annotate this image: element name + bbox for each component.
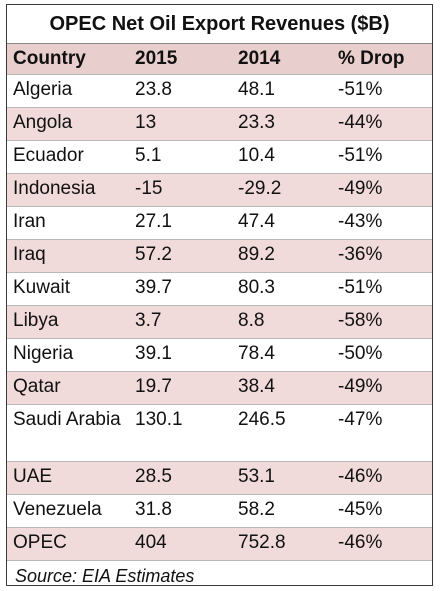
cell-2014: 23.3	[232, 107, 332, 141]
header-row: Country 2015 2014 % Drop	[7, 44, 432, 75]
cell-country: Venezuela	[7, 494, 129, 528]
cell-2015: 13	[129, 107, 232, 141]
cell-2015: 57.2	[129, 239, 232, 273]
cell-country: UAE	[7, 461, 129, 495]
cell-2014: 752.8	[232, 527, 332, 561]
table-row: Saudi Arabia 130.1 246.5 -47%	[7, 404, 432, 462]
cell-country: OPEC	[7, 527, 129, 561]
cell-2015: 3.7	[129, 305, 232, 339]
table-frame: OPEC Net Oil Export Revenues ($B) Countr…	[6, 4, 433, 586]
cell-2014: 10.4	[232, 140, 332, 174]
cell-drop: -58%	[332, 305, 432, 339]
cell-2014: 78.4	[232, 338, 332, 372]
cell-drop: -49%	[332, 173, 432, 207]
cell-drop: -44%	[332, 107, 432, 141]
cell-country: Ecuador	[7, 140, 129, 174]
cell-2015: -15	[129, 173, 232, 207]
cell-2014: 38.4	[232, 371, 332, 405]
cell-drop: -46%	[332, 527, 432, 561]
cell-country: Iran	[7, 206, 129, 240]
cell-country: Libya	[7, 305, 129, 339]
cell-2015: 39.1	[129, 338, 232, 372]
table-body: Algeria 23.8 48.1 -51% Angola 13 23.3 -44% Ecuad…	[7, 74, 432, 561]
cell-2015: 39.7	[129, 272, 232, 306]
cell-drop: -51%	[332, 272, 432, 306]
cell-drop: -43%	[332, 206, 432, 240]
table-row: Ecuador 5.1 10.4 -51%	[7, 140, 432, 174]
cell-2014: 89.2	[232, 239, 332, 273]
cell-drop: -51%	[332, 140, 432, 174]
cell-drop: -36%	[332, 239, 432, 273]
column-header-country: Country	[7, 44, 129, 75]
cell-drop: -51%	[332, 74, 432, 108]
cell-2015: 27.1	[129, 206, 232, 240]
cell-2015: 404	[129, 527, 232, 561]
cell-2014: 80.3	[232, 272, 332, 306]
cell-2015: 19.7	[129, 371, 232, 405]
table-row: Algeria 23.8 48.1 -51%	[7, 74, 432, 108]
revenue-table: Country 2015 2014 % Drop Algeria 23.8 48.1…	[7, 44, 432, 561]
cell-2015: 28.5	[129, 461, 232, 495]
table-row: Angola 13 23.3 -44%	[7, 107, 432, 141]
cell-drop: -49%	[332, 371, 432, 405]
table-title: OPEC Net Oil Export Revenues ($B)	[7, 5, 432, 44]
table-row: Libya 3.7 8.8 -58%	[7, 305, 432, 339]
table-row: Kuwait 39.7 80.3 -51%	[7, 272, 432, 306]
table-row: Venezuela 31.8 58.2 -45%	[7, 494, 432, 528]
source-note: Source: EIA Estimates	[15, 565, 195, 586]
table-row: Indonesia -15 -29.2 -49%	[7, 173, 432, 207]
cell-country: Algeria	[7, 74, 129, 108]
cell-country: Indonesia	[7, 173, 129, 207]
cell-drop: -46%	[332, 461, 432, 495]
table-row: Iraq 57.2 89.2 -36%	[7, 239, 432, 273]
table-row: Qatar 19.7 38.4 -49%	[7, 371, 432, 405]
column-header-2015: 2015	[129, 44, 232, 75]
cell-country: Iraq	[7, 239, 129, 273]
cell-2014: -29.2	[232, 173, 332, 207]
cell-country: Kuwait	[7, 272, 129, 306]
cell-2015: 130.1	[129, 404, 232, 462]
cell-drop: -45%	[332, 494, 432, 528]
cell-2014: 47.4	[232, 206, 332, 240]
cell-2014: 8.8	[232, 305, 332, 339]
cell-2015: 31.8	[129, 494, 232, 528]
cell-country: Angola	[7, 107, 129, 141]
table-row: OPEC 404 752.8 -46%	[7, 527, 432, 561]
table-row: Nigeria 39.1 78.4 -50%	[7, 338, 432, 372]
cell-country: Saudi Arabia	[7, 404, 129, 462]
cell-country: Nigeria	[7, 338, 129, 372]
column-header-2014: 2014	[232, 44, 332, 75]
cell-2014: 246.5	[232, 404, 332, 462]
cell-drop: -47%	[332, 404, 432, 462]
table-row: Iran 27.1 47.4 -43%	[7, 206, 432, 240]
cell-drop: -50%	[332, 338, 432, 372]
cell-country: Qatar	[7, 371, 129, 405]
column-header-drop: % Drop	[332, 44, 432, 75]
cell-2015: 5.1	[129, 140, 232, 174]
cell-2014: 58.2	[232, 494, 332, 528]
cell-2014: 53.1	[232, 461, 332, 495]
cell-2014: 48.1	[232, 74, 332, 108]
table-row: UAE 28.5 53.1 -46%	[7, 461, 432, 495]
cell-2015: 23.8	[129, 74, 232, 108]
